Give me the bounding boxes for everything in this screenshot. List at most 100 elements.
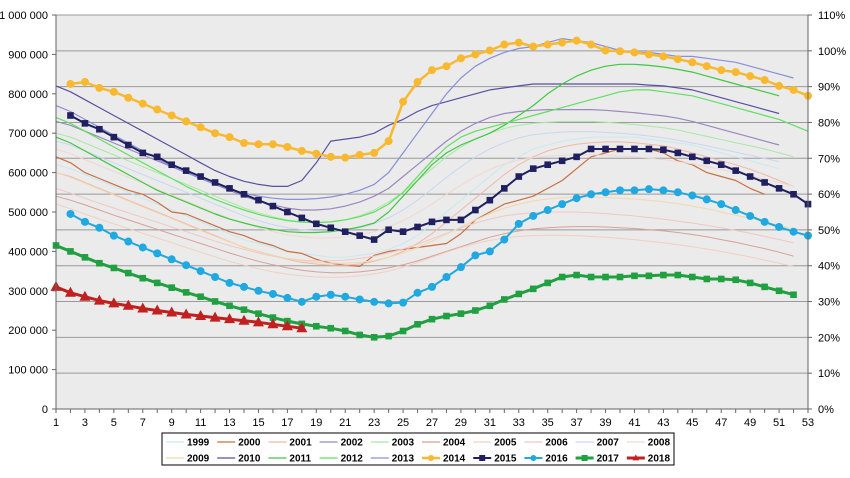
data-point: [284, 208, 291, 216]
data-point: [96, 125, 103, 133]
data-point: [644, 50, 653, 59]
data-point: [81, 254, 89, 261]
legend-label: 2000: [238, 438, 261, 449]
legend-label: 2017: [597, 454, 620, 465]
legend-box: [161, 432, 675, 466]
data-point: [587, 190, 596, 199]
data-point: [616, 145, 624, 153]
data-point: [616, 186, 624, 195]
legend-label: 2001: [289, 438, 312, 449]
y-tick-label: 1 000 000: [0, 10, 48, 22]
data-point: [500, 40, 509, 49]
data-point: [355, 295, 364, 304]
data-point: [471, 50, 480, 59]
legend-label: 2006: [545, 438, 568, 449]
data-point: [267, 318, 279, 329]
y2-tick-label: 60%: [818, 189, 840, 201]
data-point: [616, 273, 624, 281]
data-point: [659, 186, 668, 195]
data-point: [645, 272, 653, 280]
x-tick-label: 45: [686, 417, 698, 429]
data-point: [195, 310, 207, 321]
series-line: [55, 120, 794, 224]
data-point: [399, 97, 408, 106]
legend-entry: 2003: [370, 438, 415, 449]
data-point: [327, 324, 335, 332]
data-point: [514, 38, 523, 47]
y2-tick-label: 20%: [818, 332, 840, 344]
data-point: [457, 216, 465, 224]
x-tick-label: 41: [628, 417, 640, 429]
data-point: [399, 228, 407, 235]
data-point: [731, 68, 740, 77]
series-line: [70, 114, 809, 241]
data-point: [485, 247, 494, 256]
data-point: [543, 40, 552, 49]
legend-label: 2015: [494, 454, 517, 465]
legend-label: 2007: [597, 438, 620, 449]
data-point: [732, 276, 739, 284]
y2-tick-label: 100%: [818, 46, 846, 58]
x-tick-label: 3: [82, 417, 88, 429]
legend-label: 2011: [289, 454, 311, 465]
data-point: [125, 141, 132, 149]
legend-entry: 2016: [524, 454, 568, 465]
data-point: [385, 226, 392, 234]
x-tick-label: 13: [223, 417, 235, 429]
data-point: [558, 200, 567, 209]
data-point: [182, 167, 190, 174]
data-point: [197, 173, 204, 180]
data-point: [313, 220, 320, 228]
x-tick-label: 51: [773, 417, 785, 429]
data-point: [717, 275, 725, 283]
data-point: [472, 206, 479, 214]
data-point: [413, 77, 422, 86]
x-tick-label: 37: [570, 417, 582, 429]
data-point: [775, 81, 784, 90]
y-tick-label: 100 000: [8, 365, 48, 377]
series-1999: [55, 136, 780, 258]
data-point: [674, 271, 682, 279]
data-point: [326, 152, 335, 161]
data-point: [167, 255, 176, 264]
x-tick-label: 15: [252, 417, 264, 429]
data-point: [689, 153, 696, 161]
data-point: [281, 320, 293, 331]
plot-area: [56, 15, 808, 409]
x-tick-label: 11: [195, 417, 206, 429]
series-2013: [55, 38, 794, 200]
x-tick-label: 7: [140, 417, 146, 429]
y-tick-label: 500 000: [8, 207, 48, 219]
data-point: [746, 173, 754, 180]
data-point: [240, 139, 248, 148]
series-line: [55, 203, 794, 278]
data-point: [703, 157, 711, 165]
data-point: [79, 290, 91, 301]
data-point: [543, 206, 552, 215]
series-line: [70, 188, 809, 305]
legend-entry: 2008: [626, 438, 670, 449]
data-point: [544, 161, 551, 169]
x-tick-label: 43: [657, 417, 669, 429]
legend-entry: 2011: [268, 454, 312, 465]
legend-label: 2003: [392, 438, 415, 449]
data-point: [370, 148, 379, 157]
legend-label: 2018: [648, 454, 671, 465]
data-point: [283, 142, 292, 151]
y2-tick-label: 10%: [818, 368, 840, 380]
data-point: [485, 46, 494, 55]
legend-entry: 2013: [370, 454, 414, 465]
data-point: [760, 217, 769, 226]
y2-tick-label: 90%: [818, 82, 840, 94]
y2-tick-label: 0%: [818, 404, 834, 416]
x-tick-label: 5: [111, 417, 117, 429]
data-point: [341, 292, 350, 301]
data-point: [326, 290, 335, 299]
legend-entry: 2006: [524, 438, 568, 449]
data-point: [501, 296, 508, 303]
data-point: [356, 331, 363, 339]
data-point: [125, 269, 132, 277]
legend-label: 2009: [187, 454, 210, 465]
y-tick-label: 900 000: [8, 49, 48, 61]
data-point: [124, 237, 133, 246]
